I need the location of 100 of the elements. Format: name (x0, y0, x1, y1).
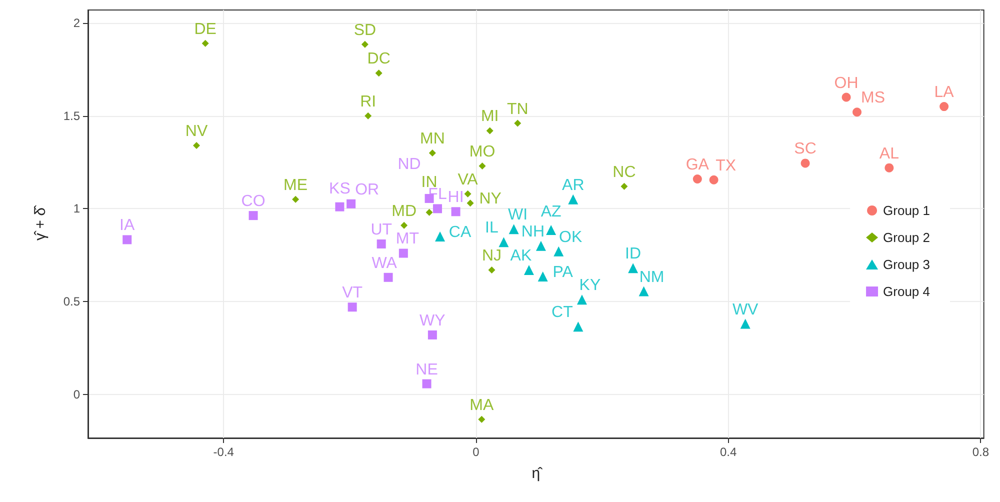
legend-label: Group 3 (883, 257, 930, 272)
point (740, 318, 750, 329)
point (508, 224, 519, 234)
annotation: LA (934, 84, 954, 102)
annotation: PA (552, 264, 574, 281)
point (524, 264, 534, 275)
annotation: NJ (482, 247, 502, 264)
annotation: MI (480, 108, 499, 126)
annotation: AK (510, 247, 532, 264)
annotation: NC (612, 164, 636, 181)
point (628, 263, 638, 274)
annotation: OK (559, 228, 582, 246)
annotation: IL (485, 220, 499, 237)
point (335, 202, 344, 212)
point (428, 149, 436, 156)
annotation: ME (284, 176, 308, 194)
point (361, 40, 368, 48)
x-tick-label: 0 (472, 445, 480, 459)
legend-label: Group 1 (883, 203, 930, 218)
annotation: IA (120, 217, 135, 234)
point (364, 112, 372, 120)
point (800, 158, 810, 168)
annotation: OH (834, 74, 858, 92)
point (435, 232, 446, 242)
point (122, 235, 132, 244)
annotation: DE (194, 20, 216, 38)
point (202, 40, 209, 47)
point (346, 199, 356, 208)
point (852, 108, 862, 117)
point (426, 208, 433, 216)
annotation: MN (420, 130, 445, 148)
y-axis-title: γ̂ + δ̂ (32, 204, 49, 240)
annotation: AZ (540, 204, 562, 221)
point (193, 142, 200, 150)
annotation: NE (416, 361, 438, 378)
annotation: SD (354, 22, 376, 39)
point (384, 272, 393, 282)
x-tick-label: 0.4 (720, 445, 737, 459)
y-tick-label: 0 (73, 387, 80, 402)
annotation: DC (367, 50, 390, 68)
point (620, 182, 628, 190)
annotation: VA (458, 171, 478, 188)
annotation: CA (448, 224, 472, 242)
annotation: ND (398, 156, 421, 173)
point (400, 222, 408, 229)
point (478, 162, 486, 170)
x-tick-label: 0.8 (972, 445, 990, 459)
y-tick-label: 0.5 (63, 294, 80, 309)
point (536, 240, 546, 251)
annotation: ID (625, 246, 642, 263)
point (432, 204, 442, 214)
annotation: HI (448, 189, 464, 206)
annotation: OR (355, 181, 380, 198)
annotation: NY (479, 190, 502, 208)
point (538, 271, 548, 282)
point (709, 175, 718, 184)
point (514, 120, 522, 127)
y-tick-label: 1.5 (63, 108, 80, 123)
annotation: MO (469, 143, 496, 160)
annotation: WA (372, 254, 398, 272)
point (466, 200, 474, 207)
annotation: CO (241, 193, 266, 210)
point (348, 302, 357, 312)
point (842, 92, 851, 102)
point (486, 127, 494, 134)
annotation: SC (794, 140, 816, 158)
annotation: MA (470, 396, 494, 414)
annotation: AR (562, 176, 584, 194)
point (940, 102, 949, 112)
point (422, 379, 432, 388)
point (568, 194, 578, 204)
annotation: NV (185, 123, 208, 140)
legend-label: Group 2 (883, 230, 930, 245)
annotation: MS (861, 90, 886, 107)
point (546, 225, 556, 236)
point (376, 239, 386, 248)
point (428, 330, 437, 340)
annotation: MD (392, 202, 417, 220)
annotation: KS (329, 180, 350, 198)
point (248, 211, 258, 220)
annotation: TX (716, 157, 736, 174)
point (638, 286, 649, 296)
point (488, 266, 496, 274)
point (398, 248, 408, 258)
y-tick-label: 1 (73, 202, 80, 216)
point (692, 174, 702, 184)
annotation: GA (686, 156, 710, 174)
point (573, 322, 584, 332)
annotation: AL (879, 145, 900, 162)
annotation: NH (521, 223, 545, 240)
annotation: VT (342, 284, 363, 302)
y-tick-label: 2 (73, 16, 80, 30)
point (451, 207, 460, 216)
annotation: CT (552, 304, 574, 322)
point (478, 416, 486, 423)
point (464, 190, 472, 198)
legend-label: Group 4 (883, 284, 930, 299)
point (576, 294, 587, 305)
annotation: TN (506, 100, 528, 118)
point (498, 237, 509, 248)
